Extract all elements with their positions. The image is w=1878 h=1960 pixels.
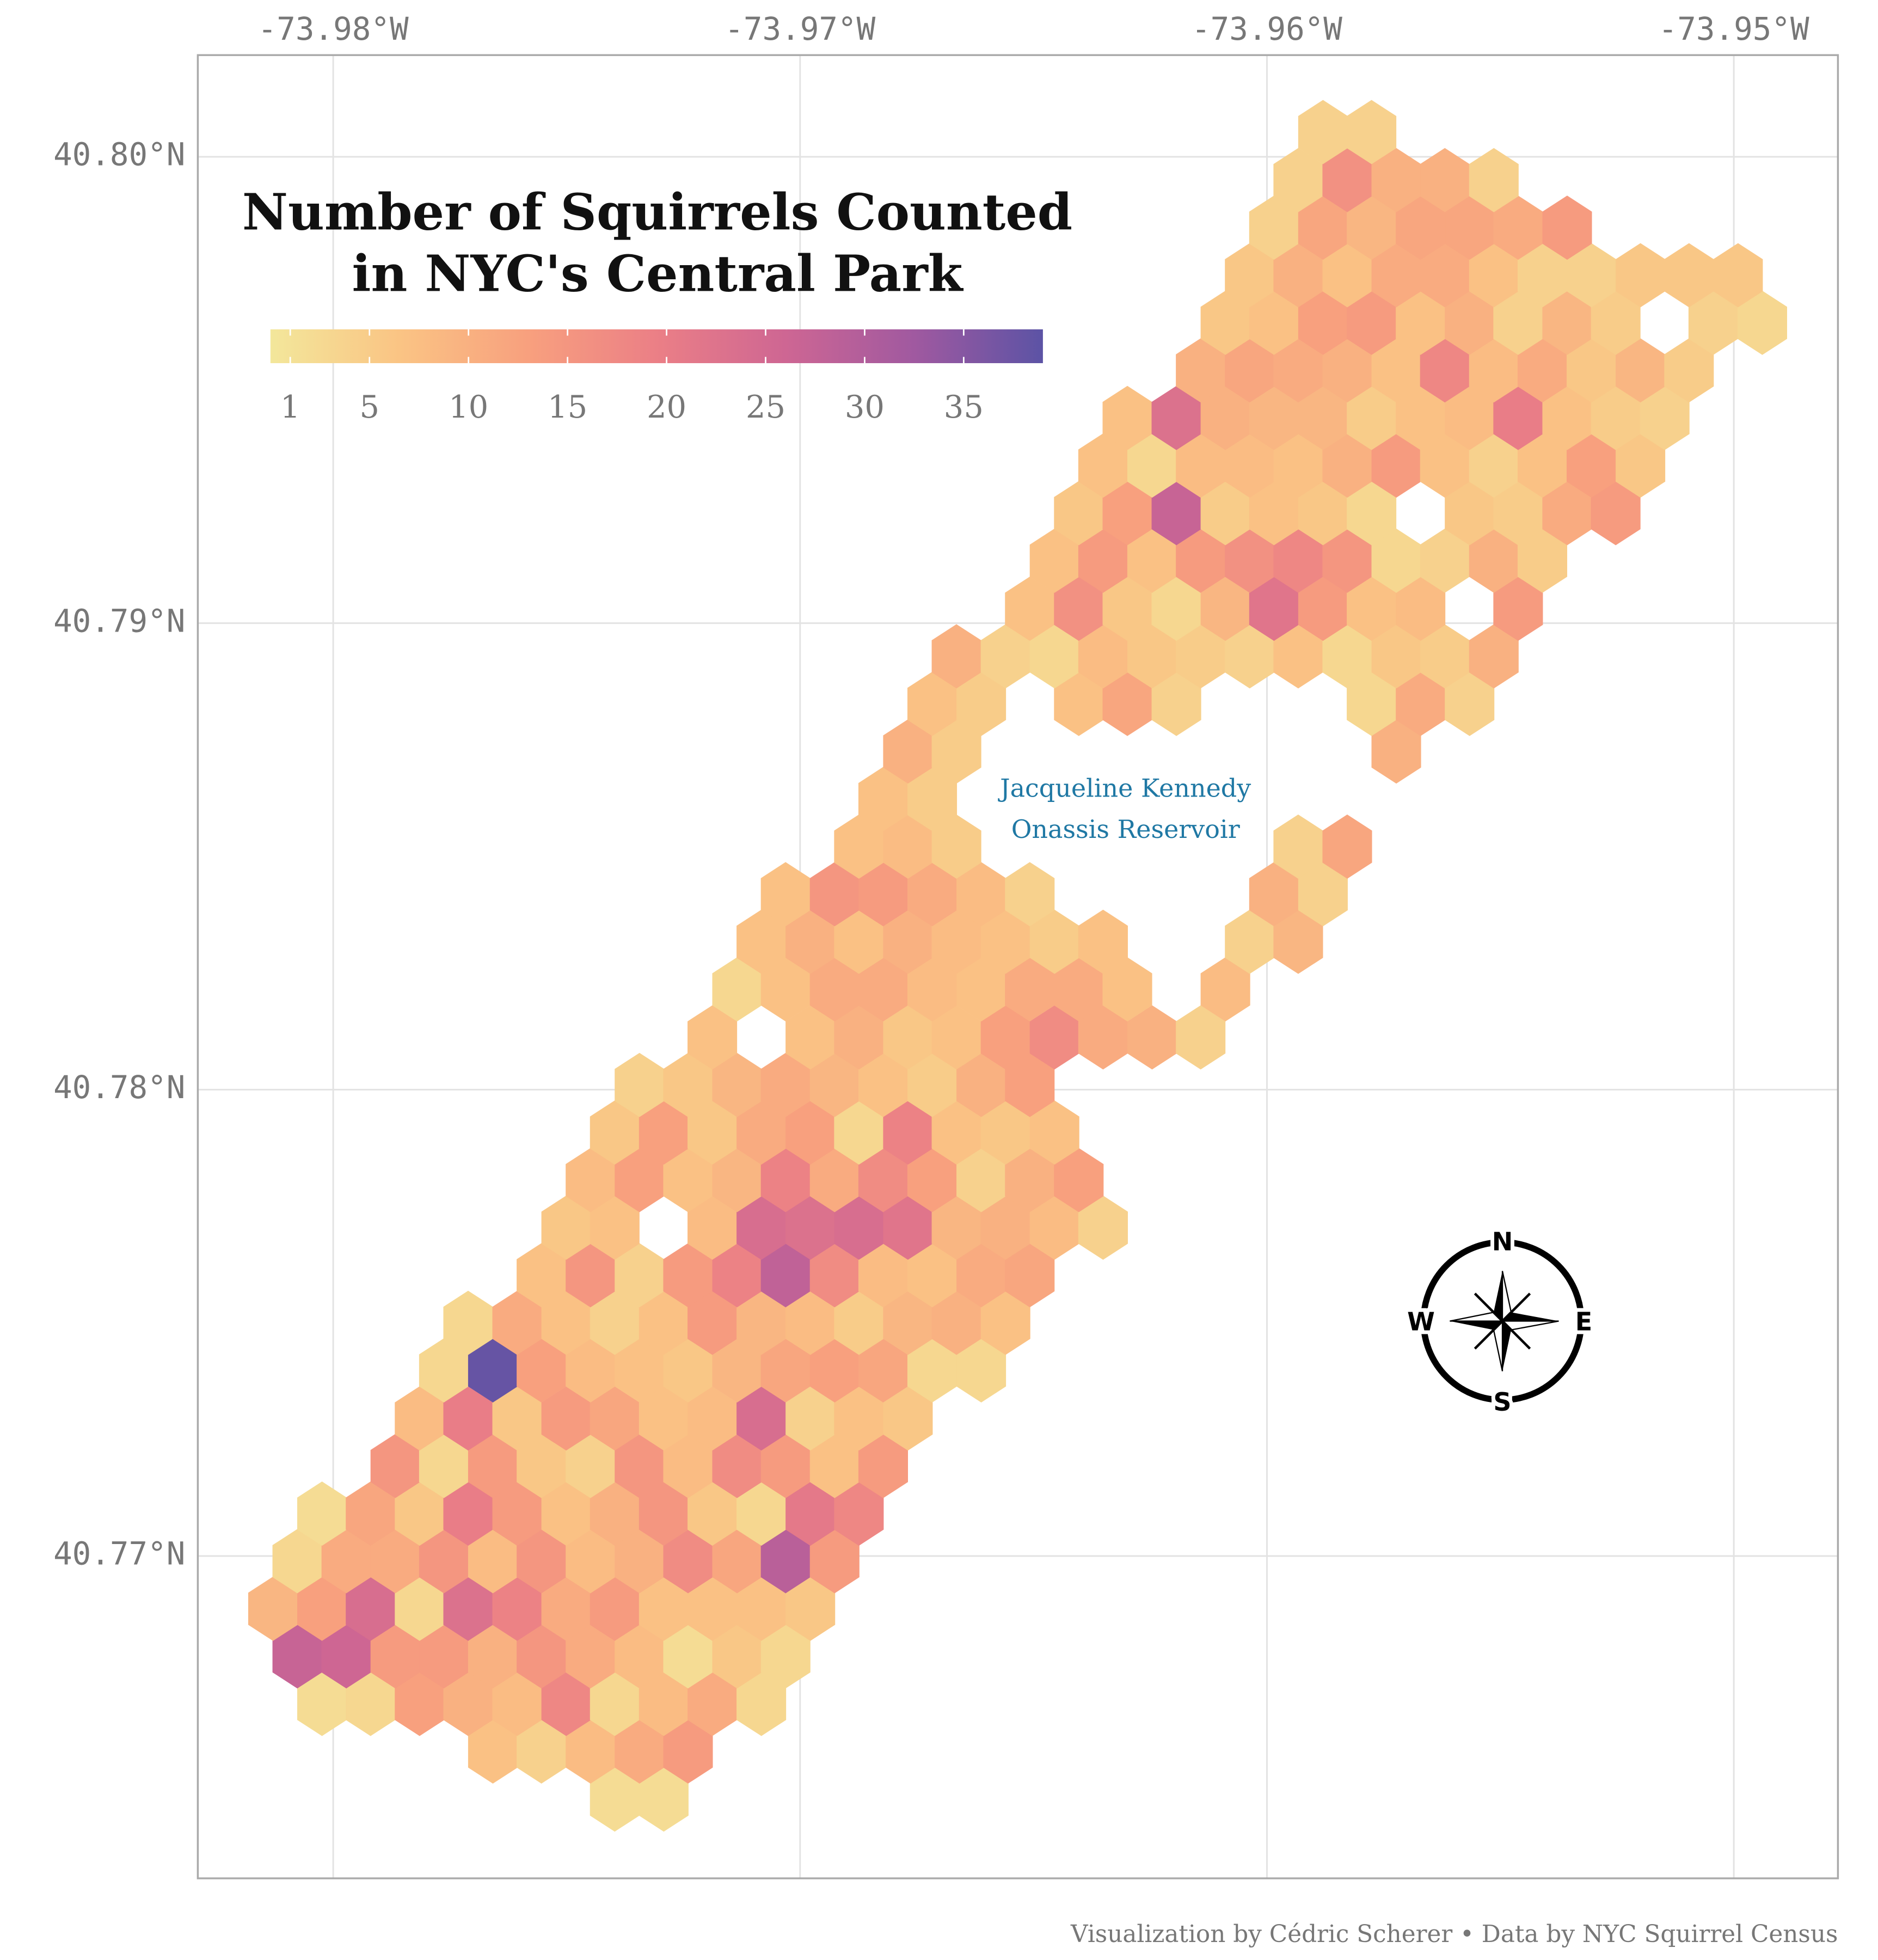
hex-bin [1713, 243, 1763, 308]
y-tick-label: 40.80°N [53, 137, 185, 173]
hex-bin [883, 1386, 933, 1451]
colorbar-tick-label: 35 [944, 389, 984, 425]
x-tick-label: -73.96°W [1192, 11, 1342, 47]
chart-title: Number of Squirrels Counted [242, 183, 1072, 242]
colorbar-tick-label: 1 [280, 389, 300, 425]
x-tick-label: -73.97°W [725, 11, 875, 47]
panel-border [197, 54, 1839, 1879]
hex-layer [248, 100, 1787, 1832]
hex-bin [1469, 148, 1519, 212]
compass-label: W [1407, 1307, 1435, 1337]
hex-bin [1493, 577, 1543, 641]
compass-label: E [1575, 1307, 1592, 1337]
y-tick-label: 40.78°N [53, 1069, 185, 1106]
compass: N E S W [1403, 1223, 1596, 1420]
colorbar: 1 5 10 15 20 25 30 35 [270, 329, 1043, 425]
compass-diagonals [1474, 1293, 1531, 1350]
hex-bin [639, 1767, 689, 1832]
chart-title: in NYC's Central Park [352, 244, 964, 303]
y-tick-label: 40.77°N [53, 1536, 185, 1572]
colorbar-tick-label: 15 [548, 389, 587, 425]
colorbar-tick-label: 25 [746, 389, 785, 425]
compass-label: N [1492, 1227, 1513, 1256]
x-tick-label: -73.98°W [258, 11, 409, 47]
colorbar-tick-label: 5 [359, 389, 379, 425]
caption: Visualization by Cédric Scherer • Data b… [1070, 1920, 1838, 1948]
x-tick-label: -73.95°W [1659, 11, 1809, 47]
colorbar-tick-label: 20 [647, 389, 686, 425]
y-tick-label: 40.79°N [53, 603, 185, 639]
hex-bin [1542, 195, 1592, 260]
hex-bin [1005, 862, 1055, 927]
hex-bin [1322, 814, 1372, 879]
compass-ring [1420, 1239, 1585, 1404]
colorbar-gradient [270, 329, 1043, 364]
annotation: Onassis Reservoir [1011, 814, 1240, 844]
hex-bin [1176, 1005, 1226, 1070]
hex-bin [1078, 909, 1128, 974]
hex-bin [1347, 100, 1397, 164]
annotation: Jacqueline Kennedy [998, 773, 1251, 803]
compass-label: S [1493, 1387, 1511, 1417]
axis-labels: -73.98°W -73.97°W -73.96°W -73.95°W 40.77°N 4… [53, 11, 1809, 1572]
colorbar-tick-label: 10 [449, 389, 488, 425]
hex-bin [1396, 577, 1446, 641]
hex-bin [688, 1005, 738, 1070]
colorbar-tick-label: 30 [845, 389, 885, 425]
